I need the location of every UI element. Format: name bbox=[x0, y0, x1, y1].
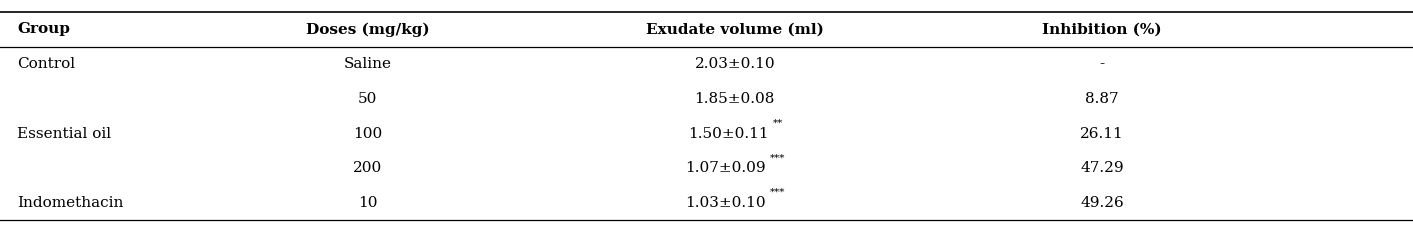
Text: 1.03±0.10: 1.03±0.10 bbox=[685, 196, 766, 210]
Text: -: - bbox=[1099, 57, 1105, 71]
Text: 1.50±0.11: 1.50±0.11 bbox=[688, 126, 769, 141]
Text: Essential oil: Essential oil bbox=[17, 126, 112, 141]
Text: Inhibition (%): Inhibition (%) bbox=[1043, 22, 1161, 37]
Text: Exudate volume (ml): Exudate volume (ml) bbox=[646, 22, 824, 37]
Text: Group: Group bbox=[17, 22, 69, 37]
Text: ***: *** bbox=[770, 188, 786, 197]
Text: 26.11: 26.11 bbox=[1081, 126, 1123, 141]
Text: 100: 100 bbox=[353, 126, 382, 141]
Text: 1.07±0.09: 1.07±0.09 bbox=[685, 161, 766, 175]
Text: Doses (mg/kg): Doses (mg/kg) bbox=[305, 22, 430, 37]
Text: 49.26: 49.26 bbox=[1081, 196, 1123, 210]
Text: 2.03±0.10: 2.03±0.10 bbox=[694, 57, 776, 71]
Text: 200: 200 bbox=[353, 161, 382, 175]
Text: ***: *** bbox=[770, 153, 786, 162]
Text: 10: 10 bbox=[357, 196, 377, 210]
Text: 1.85±0.08: 1.85±0.08 bbox=[695, 92, 774, 106]
Text: 47.29: 47.29 bbox=[1081, 161, 1123, 175]
Text: 50: 50 bbox=[357, 92, 377, 106]
Text: **: ** bbox=[773, 119, 783, 128]
Text: 8.87: 8.87 bbox=[1085, 92, 1119, 106]
Text: Saline: Saline bbox=[343, 57, 391, 71]
Text: Control: Control bbox=[17, 57, 75, 71]
Text: Indomethacin: Indomethacin bbox=[17, 196, 123, 210]
